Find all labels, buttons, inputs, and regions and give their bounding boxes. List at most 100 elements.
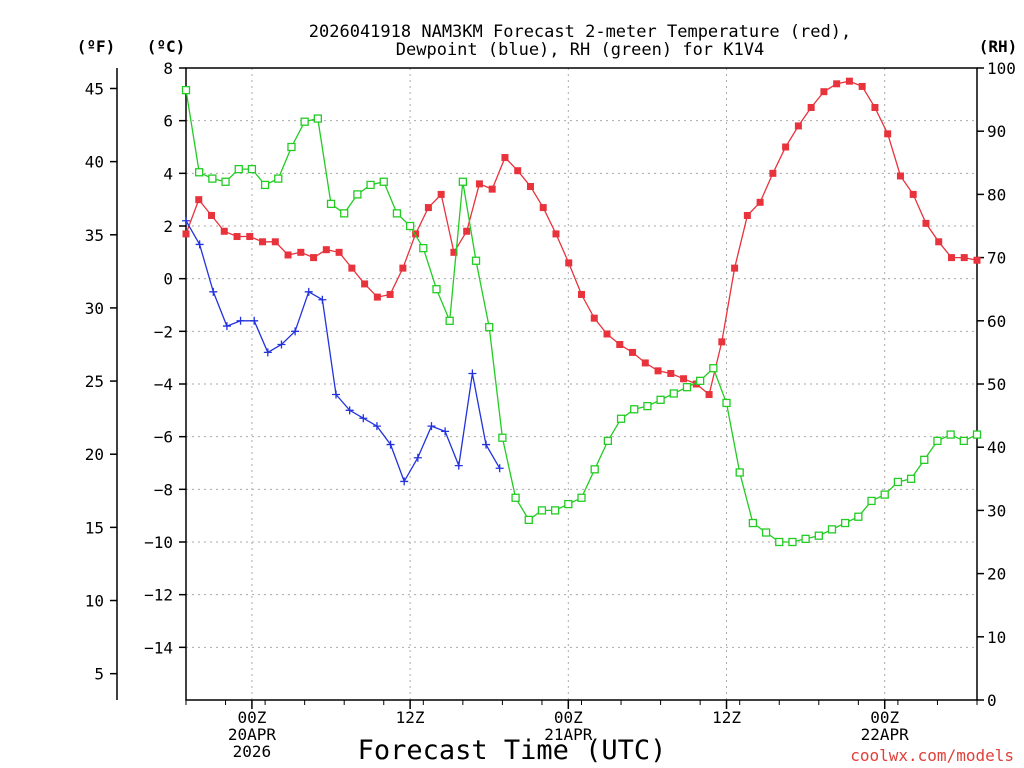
celsius-tick-label: −6: [154, 428, 173, 447]
rh-point: [696, 376, 705, 385]
temperature-point: [259, 238, 267, 246]
rh-point: [379, 177, 388, 186]
temperature-point: [514, 167, 522, 175]
dewpoint-point: [413, 453, 422, 462]
rh-point: [471, 256, 481, 265]
temperature-point: [539, 204, 547, 212]
temperature-point: [667, 369, 675, 377]
temperature-point: [935, 238, 943, 246]
dewpoint-point: [304, 287, 313, 296]
temperature-point: [399, 264, 407, 272]
rh-point: [972, 430, 982, 439]
dewpoint-point: [468, 369, 477, 378]
temperature-point: [412, 230, 420, 238]
celsius-tick-label: −10: [144, 533, 173, 552]
temperature-point: [526, 183, 534, 190]
rh-point: [419, 243, 428, 253]
dewpoint-point: [332, 390, 341, 399]
rh-point: [247, 164, 257, 174]
temperature-point: [386, 290, 394, 298]
temperature-point: [845, 77, 853, 85]
fahrenheit-tick-label: 20: [85, 445, 104, 464]
rh-tick-label: 30: [987, 501, 1006, 520]
temperature-point: [284, 251, 292, 259]
fahrenheit-tick-label: 5: [94, 665, 104, 684]
credit-label: coolwx.com/models: [850, 746, 1014, 765]
celsius-tick-label: 6: [163, 112, 173, 131]
x-tick-label: 00Z: [554, 708, 583, 727]
dewpoint-point: [222, 322, 231, 331]
dewpoint-point: [236, 316, 245, 325]
x-tick-label: 00Z: [237, 708, 266, 727]
rh-point: [854, 512, 863, 521]
dewpoint-point: [386, 440, 395, 449]
rh-point: [221, 177, 230, 186]
temperature-point: [782, 143, 790, 151]
temperature-point: [603, 330, 611, 338]
rh-point: [761, 528, 771, 537]
rh-point: [590, 465, 599, 474]
dewpoint-point: [209, 287, 218, 296]
celsius-tick-label: −2: [154, 322, 173, 341]
temperature-point: [654, 367, 662, 375]
temperature-point: [501, 154, 509, 162]
rh-point: [445, 316, 454, 325]
rh-point: [577, 493, 586, 502]
dewpoint-point: [195, 240, 204, 249]
rh-point: [775, 537, 784, 547]
chart-title-line1: 2026041918 NAM3KM Forecast 2-meter Tempe…: [309, 22, 851, 42]
temperature-point: [182, 230, 190, 238]
rh-point: [814, 531, 823, 540]
temperature-point: [310, 254, 318, 262]
fahrenheit-tick-label: 45: [85, 79, 104, 98]
rh-tick-label: 80: [987, 185, 1006, 204]
rh-point: [405, 221, 415, 231]
temperature-point: [450, 248, 458, 256]
series-dewpoint: [182, 216, 504, 486]
temperature-point: [629, 348, 637, 356]
rh-point: [630, 405, 639, 414]
celsius-tick-label: −12: [144, 586, 173, 605]
rh-point: [392, 209, 402, 218]
rh-point: [485, 322, 494, 332]
dewpoint-point: [182, 216, 190, 225]
rh-point: [722, 398, 731, 408]
temperature-point: [833, 80, 841, 88]
rh-point: [827, 525, 837, 534]
rh-point: [682, 383, 692, 392]
rh-point: [933, 436, 942, 446]
dewpoint-point: [277, 340, 286, 349]
dewpoint-point: [359, 414, 368, 423]
x-tick-label: 12Z: [396, 708, 425, 727]
rh-tick-label: 60: [987, 312, 1006, 331]
temperature-point: [463, 227, 471, 235]
temperature-point: [246, 233, 254, 241]
temperature-point: [335, 248, 343, 256]
series-line: [185, 80, 978, 396]
dewpoint-point: [345, 406, 354, 415]
series-line: [185, 220, 501, 483]
dewpoint-point: [495, 464, 504, 473]
dewpoint-point: [400, 477, 409, 486]
fahrenheit-tick-label: 10: [85, 592, 104, 611]
rh-point: [300, 117, 309, 126]
celsius-unit-label: (ºC): [147, 37, 186, 56]
chart-title-line2: Dewpoint (blue), RH (green) for K1V4: [396, 40, 764, 60]
series-relative-humidity: [181, 85, 982, 547]
rh-point: [550, 506, 560, 515]
temperature-point: [794, 122, 802, 130]
dewpoint-point: [482, 440, 491, 449]
rh-point: [735, 468, 744, 477]
rh-point: [287, 142, 296, 152]
rh-unit-label: (RH): [979, 37, 1018, 56]
axes: 86420−2−4−6−8−10−12−14454035302520151051…: [85, 59, 1016, 710]
x-tick-label: 21APR: [544, 725, 593, 744]
temperature-point: [947, 254, 955, 262]
temperature-point: [820, 88, 828, 96]
celsius-tick-label: 2: [163, 217, 173, 236]
celsius-tick-label: −4: [154, 375, 173, 394]
rh-point: [603, 436, 613, 446]
temperature-point: [973, 256, 981, 264]
dewpoint-point: [441, 427, 450, 436]
